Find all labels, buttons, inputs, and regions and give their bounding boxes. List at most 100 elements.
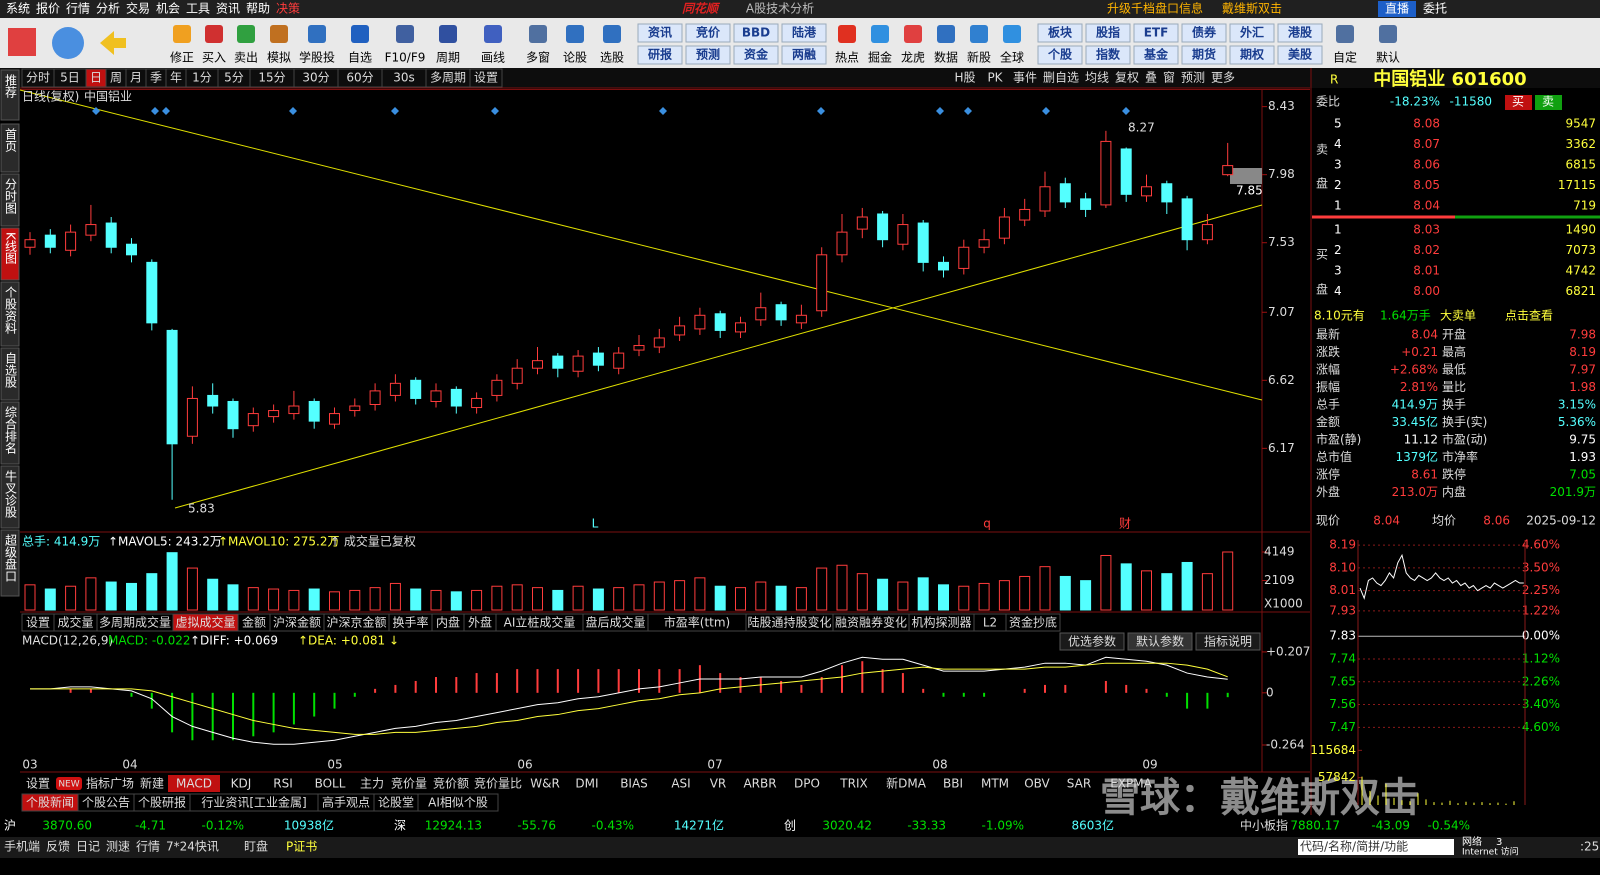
tool-label[interactable]: 选股 (600, 51, 624, 65)
sidebar-label[interactable]: 个股资料 (4, 286, 18, 334)
formula-tab[interactable]: VR (710, 777, 727, 791)
tool-label[interactable]: 卖出 (234, 51, 258, 65)
menu-item[interactable]: 决策 (276, 2, 300, 16)
macd-button-label[interactable]: 指标说明 (1204, 634, 1252, 649)
formula-tab[interactable]: DMI (575, 777, 598, 791)
period[interactable]: 季 (150, 71, 162, 85)
feature-label[interactable]: 数据 (934, 50, 958, 65)
big-order[interactable]: 点击查看 (1505, 309, 1553, 323)
quick-label[interactable]: 板块 (1048, 25, 1073, 40)
buy[interactable]: 买 (1512, 95, 1524, 109)
macd-button-label[interactable]: 优选参数 (1068, 634, 1116, 649)
quick-button[interactable] (733, 45, 779, 65)
indicator-tab[interactable]: 资金抄底 (1009, 615, 1057, 630)
tool-label[interactable]: 多窗 (526, 51, 550, 65)
period[interactable]: 日 (90, 71, 102, 85)
formula-tab[interactable]: 新DMA (886, 776, 927, 791)
quick-label[interactable]: 预测 (696, 47, 720, 62)
sidebar-label[interactable]: 综合排名 (4, 406, 18, 454)
tab[interactable] (417, 793, 499, 812)
news-tab[interactable]: 个股公告 (82, 796, 130, 810)
formula-tab[interactable]: OBV (1024, 777, 1050, 791)
tool-icon[interactable] (205, 25, 223, 43)
quick-label[interactable]: 美股 (1288, 47, 1313, 62)
indicator-tab[interactable]: 换手率 (392, 615, 428, 630)
tool-icon[interactable] (237, 25, 255, 43)
formula-tab[interactable]: BIAS (620, 777, 648, 791)
quick-button[interactable] (685, 23, 731, 43)
formula-tab[interactable]: 竞价额 (433, 777, 469, 791)
macd-button[interactable] (1059, 632, 1125, 651)
status-item[interactable]: 日记 (76, 840, 100, 854)
formula-tab[interactable]: BBI (943, 777, 963, 791)
period[interactable]: 设置 (474, 71, 498, 85)
tool-icon[interactable] (566, 25, 584, 43)
period-box[interactable] (469, 68, 503, 88)
menu-item[interactable]: 交易 (126, 1, 150, 16)
tool-icon[interactable] (1336, 25, 1354, 43)
status-item[interactable]: 7*24快讯 (166, 840, 219, 854)
chart-tool[interactable]: 删自选 (1043, 71, 1079, 85)
quick-button[interactable] (1133, 23, 1179, 43)
quick-button[interactable] (1181, 45, 1227, 65)
quick-button[interactable] (781, 23, 827, 43)
macd-button-label[interactable]: 默认参数 (1136, 634, 1184, 649)
tool-label[interactable]: 画线 (481, 51, 505, 65)
live-button[interactable] (1378, 1, 1416, 17)
feature-label[interactable]: 掘金 (868, 50, 892, 65)
quick-label[interactable]: ETF (1144, 26, 1169, 40)
formula-tab[interactable]: MTM (981, 777, 1009, 791)
period[interactable]: 15分 (258, 71, 285, 85)
event-diamond[interactable] (391, 107, 399, 115)
quick-label[interactable]: 指数 (1096, 47, 1121, 62)
event-diamond[interactable] (936, 107, 944, 115)
news-tab[interactable]: 个股新闻 (26, 795, 74, 810)
quick-button[interactable] (637, 23, 683, 43)
quick-button[interactable] (1277, 45, 1323, 65)
event-diamond[interactable] (92, 107, 100, 115)
tool-icon[interactable] (173, 25, 191, 43)
chart-tool[interactable]: 更多 (1211, 71, 1235, 85)
quick-label[interactable]: 基金 (1143, 47, 1169, 62)
formula-tab[interactable]: 新建 (140, 776, 164, 791)
quick-label[interactable]: 港股 (1288, 25, 1313, 40)
chart-tool[interactable]: 均线 (1085, 71, 1109, 85)
order[interactable]: 委托 (1423, 2, 1447, 16)
event-diamond[interactable] (1122, 107, 1130, 115)
sell[interactable]: 卖 (1542, 95, 1554, 109)
chart-tool[interactable]: 窗 (1163, 71, 1175, 85)
quick-label[interactable]: 债券 (1192, 25, 1217, 40)
sidebar-label[interactable]: 牛叉诊股 (4, 469, 18, 519)
sidebar-tab[interactable] (0, 401, 20, 465)
quick-button[interactable] (1085, 23, 1131, 43)
sidebar-tab[interactable] (0, 227, 20, 281)
sidebar-tab[interactable] (0, 465, 20, 529)
user[interactable]: 戴维斯双击 (1222, 1, 1282, 16)
menu-item[interactable]: 资讯 (216, 2, 240, 16)
feature-icon[interactable] (970, 25, 988, 43)
indicator-tab[interactable]: 融资融券变化 (835, 615, 907, 630)
indicator-tab[interactable]: 内盘 (436, 615, 460, 630)
macd-button[interactable] (1127, 632, 1193, 651)
promo[interactable]: 升级千档盘口信息 (1107, 1, 1203, 16)
feature-icon[interactable] (1003, 25, 1021, 43)
sidebar-tab[interactable] (0, 529, 20, 597)
period[interactable]: 月 (130, 71, 142, 85)
sidebar-tab[interactable] (0, 347, 20, 401)
menu-item[interactable]: 分析 (96, 2, 120, 16)
indicator-tab[interactable]: 金额 (242, 615, 266, 630)
tool-icon[interactable] (351, 25, 369, 43)
menu-item[interactable]: 报价 (36, 1, 60, 16)
search-box[interactable] (1298, 839, 1454, 855)
quick-button[interactable] (1229, 23, 1275, 43)
period[interactable]: 分时 (26, 71, 50, 85)
chart-tool[interactable]: 复权 (1115, 71, 1139, 85)
formula-tab[interactable]: SAR (1067, 777, 1091, 791)
period[interactable]: 年 (170, 71, 182, 85)
formula-tab[interactable]: W&R (530, 777, 560, 791)
indicator-tab[interactable]: 外盘 (468, 615, 492, 630)
tool-label[interactable]: 论股 (563, 51, 587, 65)
formula-tab[interactable]: BOLL (315, 777, 346, 791)
formula-tab[interactable]: MACD (176, 777, 212, 791)
feature-label[interactable]: 全球 (1000, 50, 1024, 65)
